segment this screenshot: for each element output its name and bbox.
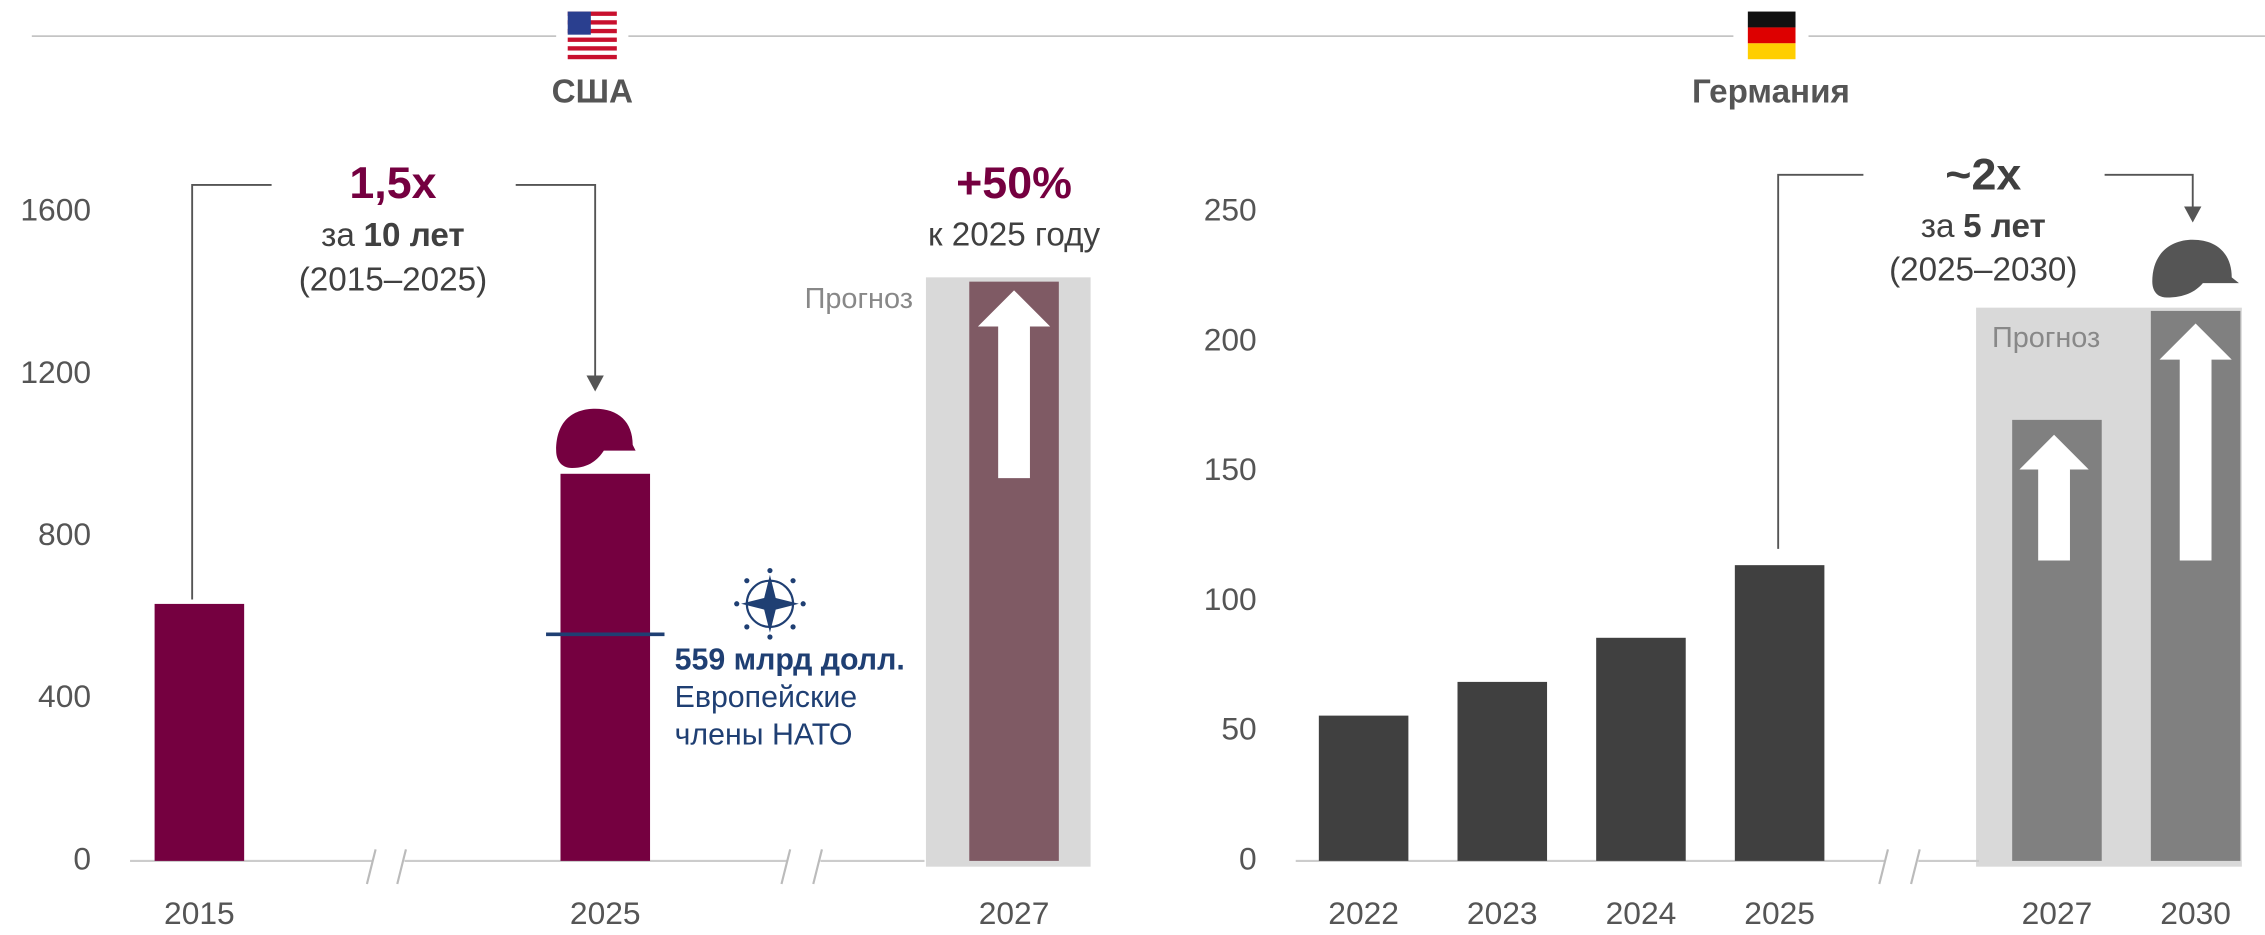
y-tick-label: 400 bbox=[38, 678, 91, 714]
y-tick-label: 50 bbox=[1221, 711, 1256, 747]
y-tick-label: 1200 bbox=[20, 354, 91, 390]
growth-multiplier: 1,5x bbox=[349, 158, 436, 208]
bar bbox=[154, 603, 245, 861]
growth-arrow bbox=[2159, 323, 2232, 561]
reference-note: Европейские bbox=[675, 681, 858, 714]
x-tick-label: 2023 bbox=[1467, 895, 1538, 931]
x-tick-label: 2015 bbox=[164, 895, 235, 931]
growth-arrow bbox=[977, 290, 1051, 479]
helmet-icon bbox=[556, 408, 636, 469]
x-tick-label: 2025 bbox=[570, 895, 641, 931]
forecast-label: Прогноз bbox=[1992, 322, 2100, 354]
bar bbox=[1457, 681, 1548, 861]
bracket bbox=[1777, 173, 2194, 549]
flag-us bbox=[567, 11, 617, 60]
x-tick-label: 2022 bbox=[1328, 895, 1399, 931]
y-tick-label: 0 bbox=[73, 840, 91, 876]
bar bbox=[1734, 565, 1825, 861]
y-tick-label: 1600 bbox=[20, 192, 91, 228]
forecast-growth: +50% bbox=[956, 158, 1072, 208]
growth-range: (2025–2030) bbox=[1889, 251, 2077, 288]
reference-note: члены НАТО bbox=[675, 719, 853, 752]
growth-period: за 10 лет bbox=[321, 217, 465, 254]
growth-period-bold: 10 лет bbox=[364, 217, 465, 254]
bar bbox=[560, 473, 651, 861]
x-tick-label: 2024 bbox=[1606, 895, 1677, 931]
y-tick-label: 200 bbox=[1204, 321, 1257, 357]
y-tick-label: 150 bbox=[1204, 451, 1257, 487]
y-tick-label: 100 bbox=[1204, 581, 1257, 617]
y-tick-label: 800 bbox=[38, 516, 91, 552]
y-tick-label: 250 bbox=[1204, 192, 1257, 228]
x-tick-label: 2027 bbox=[979, 895, 1050, 931]
helmet-icon bbox=[2152, 239, 2239, 298]
chart-title: США bbox=[552, 74, 633, 111]
bar bbox=[1318, 715, 1409, 861]
arrow-head bbox=[586, 375, 604, 392]
forecast-note: к 2025 году bbox=[928, 217, 1100, 254]
x-tick-label: 2025 bbox=[1744, 895, 1815, 931]
nato-emblem bbox=[734, 567, 806, 640]
x-tick-label: 2030 bbox=[2160, 895, 2231, 931]
growth-arrow bbox=[2019, 434, 2089, 561]
growth-multiplier: ~2x bbox=[1945, 149, 2021, 199]
bracket bbox=[191, 183, 597, 600]
growth-period: за 5 лет bbox=[1921, 208, 2046, 245]
growth-period-bold: 5 лет bbox=[1963, 208, 2046, 245]
growth-prefix: за bbox=[321, 217, 355, 254]
reference-label: 559 млрд долл. bbox=[675, 644, 905, 677]
arrow-head bbox=[2184, 206, 2202, 223]
axis-break bbox=[365, 849, 1921, 885]
bar bbox=[1596, 637, 1686, 861]
growth-prefix: за bbox=[1921, 208, 1955, 245]
y-tick-label: 0 bbox=[1239, 840, 1257, 876]
forecast-label: Прогноз bbox=[805, 283, 913, 315]
flag-de bbox=[1747, 11, 1796, 60]
growth-range: (2015–2025) bbox=[299, 261, 487, 298]
x-tick-label: 2027 bbox=[2022, 895, 2093, 931]
chart-title: Германия bbox=[1692, 74, 1850, 111]
